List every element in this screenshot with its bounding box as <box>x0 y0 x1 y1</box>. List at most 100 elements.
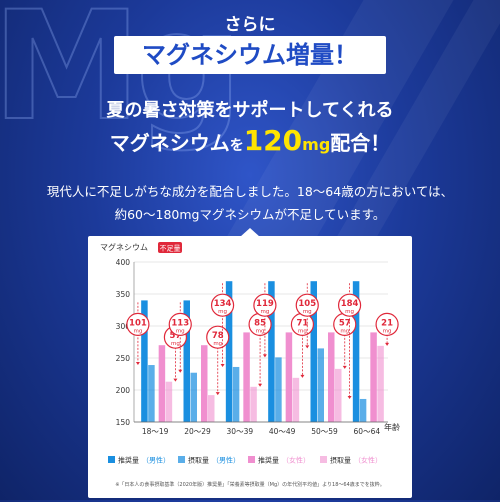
subheading-line1: 夏の暑さ対策をサポートしてくれる <box>106 100 394 121</box>
recommended-female-bar <box>158 345 166 422</box>
y-tick-label: 200 <box>116 386 131 395</box>
x-tick-label: 40〜49 <box>269 427 296 436</box>
male-deficit-unit: mg <box>218 309 227 315</box>
female-deficit-unit: mg <box>340 328 349 334</box>
intake-female-bar <box>377 345 384 422</box>
legend-sex: （女性） <box>354 456 382 465</box>
legend-sex: （男性） <box>212 456 240 465</box>
male-deficit-value: 184 <box>341 299 359 309</box>
chart-panel: マグネシウム 不足量 150 200 250 300 350 400 101 mg 57 mg 1… <box>88 236 412 498</box>
particle-word: を <box>229 138 244 154</box>
male-deficit-bubble <box>253 293 277 317</box>
female-deficit-value: 21 <box>381 318 393 328</box>
female-deficit-value: 78 <box>212 331 224 341</box>
y-tick-label: 250 <box>116 354 131 363</box>
male-deficit-bubble <box>295 293 319 317</box>
male-deficit-bubble <box>337 293 362 317</box>
male-deficit-unit: mg <box>133 328 142 334</box>
male-deficit-unit: mg <box>303 309 312 315</box>
male-deficit-arrow <box>305 345 310 349</box>
intake-female-bar <box>208 395 215 422</box>
formula-word: 配合！ <box>330 131 391 155</box>
intake-male-bar <box>232 366 240 422</box>
footnote: ※「日本人の食事摂取基準（2020年版）推奨量」「栄養素等摂取量（Mg）の年代別… <box>115 481 385 488</box>
intake-male-bar <box>317 348 324 422</box>
intake-male-bar <box>275 357 282 422</box>
description-line1: 現代人に不足しがちな成分を配合しました。18〜64歳の方においては、 <box>46 184 454 199</box>
intro-text: さらに <box>224 15 276 35</box>
legend-label: 摂取量 <box>188 456 209 465</box>
male-deficit-unit: mg <box>176 328 185 334</box>
recommended-female-bar <box>370 332 377 422</box>
recommended-female-bar <box>243 332 250 422</box>
y-tick-label: 150 <box>116 418 131 427</box>
legend-label: 摂取量 <box>330 456 351 465</box>
x-axis-label: 年齢 <box>384 422 400 432</box>
x-tick-label: 20〜29 <box>184 427 211 436</box>
y-tick-label: 350 <box>116 290 131 299</box>
legend-label: 推奨量 <box>258 456 279 465</box>
description: 現代人に不足しがちな成分を配合しました。18〜64歳の方においては、 約60〜1… <box>0 180 500 226</box>
male-deficit-unit: mg <box>345 309 354 315</box>
legend-swatch <box>178 456 185 463</box>
amount-highlight: 120 <box>243 124 303 157</box>
headline-badge: マグネシウム増量！ <box>114 36 386 74</box>
intake-male-bar <box>359 398 367 422</box>
male-deficit-bubble <box>210 293 235 317</box>
male-deficit-arrow <box>135 362 140 366</box>
male-deficit-arrow <box>220 363 225 367</box>
recommended-female-bar <box>285 332 293 422</box>
female-deficit-arrow <box>173 378 178 382</box>
female-deficit-arrow <box>215 392 220 396</box>
intake-female-bar <box>250 386 257 422</box>
male-deficit-arrow <box>178 369 183 373</box>
female-deficit-arrow <box>342 365 347 369</box>
magnesium-word: マグネシウム <box>109 131 230 155</box>
intake-female-bar <box>165 381 173 422</box>
y-axis-label: マグネシウム <box>100 242 148 252</box>
male-deficit-bubble <box>168 312 192 337</box>
recommended-male-bar <box>352 281 360 422</box>
male-deficit-value: 105 <box>298 299 316 309</box>
female-deficit-arrow <box>258 383 263 387</box>
y-tick-label: 400 <box>116 258 131 267</box>
recommended-male-bar <box>141 300 148 422</box>
x-tick-label: 18〜19 <box>142 427 169 436</box>
female-deficit-bubble <box>206 325 230 349</box>
subheading-line2: マグネシウムを120mg配合！ <box>0 124 500 157</box>
deficit-tag-bg <box>158 242 182 253</box>
female-deficit-unit: mg <box>171 341 180 347</box>
female-deficit-value: 57 <box>339 318 351 328</box>
legend-swatch <box>320 456 327 463</box>
deficit-tag-label: 不足量 <box>160 245 181 253</box>
female-deficit-bubble <box>375 312 399 337</box>
x-tick-label: 60〜64 <box>354 427 381 436</box>
panel-pointer <box>240 228 260 237</box>
female-deficit-value: 57 <box>169 331 181 341</box>
female-deficit-value: 85 <box>254 318 266 328</box>
male-deficit-value: 101 <box>129 318 147 328</box>
female-deficit-unit: mg <box>256 328 265 334</box>
amount-unit: mg <box>302 135 331 154</box>
recommended-female-bar <box>328 332 335 422</box>
recommended-male-bar <box>268 281 275 422</box>
legend-label: 推奨量 <box>118 456 139 465</box>
recommended-female-bar <box>201 345 208 422</box>
background-mg-letters: Mg <box>0 0 244 155</box>
male-deficit-unit: mg <box>260 309 269 315</box>
x-tick-label: 50〜59 <box>311 427 338 436</box>
female-deficit-value: 71 <box>296 318 308 328</box>
male-deficit-bubble <box>126 312 150 337</box>
male-deficit-value: 113 <box>171 318 189 328</box>
intake-female-bar <box>292 377 300 422</box>
x-tick-label: 30〜39 <box>227 427 254 436</box>
description-line2: 約60〜180mgマグネシウムが不足しています。 <box>114 207 386 222</box>
legend-sex: （女性） <box>282 456 310 465</box>
male-deficit-value: 119 <box>256 299 274 309</box>
recommended-male-bar <box>310 281 317 422</box>
female-deficit-arrow <box>300 374 305 378</box>
recommended-male-bar <box>183 300 190 422</box>
intake-male-bar <box>190 372 197 422</box>
male-deficit-value: 134 <box>214 299 232 309</box>
